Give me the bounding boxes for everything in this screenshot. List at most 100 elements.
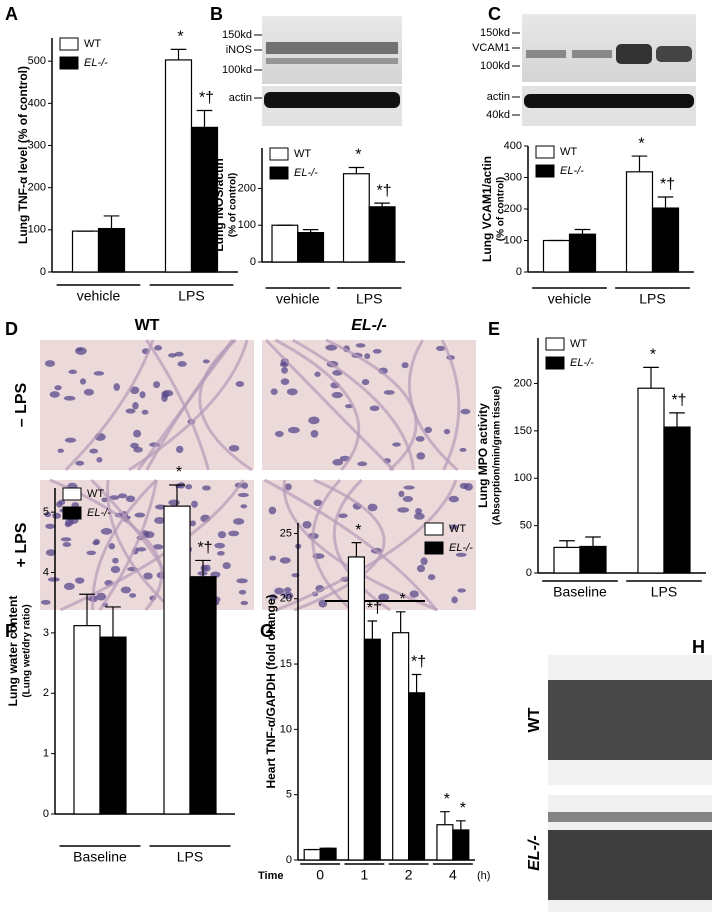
cell — [56, 501, 63, 508]
error-bar — [170, 48, 187, 60]
significance: *† — [367, 600, 382, 617]
cell — [274, 430, 284, 438]
septum — [291, 338, 415, 471]
y-tick-label: 0 — [250, 256, 256, 268]
cell — [409, 590, 419, 598]
y-tick-label: 500 — [28, 55, 46, 67]
y-tick-label: 200 — [504, 203, 522, 215]
cell — [455, 552, 467, 557]
cell — [235, 381, 245, 387]
cell — [75, 460, 85, 466]
cell — [54, 385, 62, 391]
cell — [345, 404, 354, 409]
cell — [139, 391, 146, 399]
error-bar — [374, 202, 390, 207]
bar — [342, 173, 370, 263]
cell — [427, 574, 436, 581]
cell — [134, 512, 146, 518]
row-label: + LPS — [13, 522, 30, 567]
significance: * — [460, 800, 466, 817]
cell — [302, 520, 312, 529]
significance: * — [355, 522, 361, 539]
error-bar — [395, 611, 406, 633]
bar — [651, 207, 680, 273]
cell — [222, 562, 231, 570]
cell — [202, 485, 211, 491]
bar — [347, 556, 365, 861]
cell — [129, 593, 137, 598]
cell — [269, 593, 277, 601]
significance: *† — [660, 176, 675, 193]
legend-label: EL-/- — [570, 357, 594, 369]
cell — [331, 391, 343, 399]
significance: *† — [197, 540, 212, 557]
significance: *† — [411, 654, 426, 671]
y-tick-label: 100 — [504, 234, 522, 246]
cell — [57, 448, 64, 453]
cell — [176, 445, 184, 454]
bar — [408, 692, 426, 861]
cell — [420, 557, 428, 566]
bar — [71, 230, 100, 273]
cell — [161, 393, 168, 402]
legend-label: EL-/- — [560, 165, 584, 177]
legend-swatch — [62, 487, 82, 501]
cell — [120, 586, 132, 594]
cell — [415, 508, 422, 515]
micrograph — [40, 340, 254, 470]
cell — [460, 408, 471, 415]
legend-label: WT — [560, 146, 577, 158]
cell — [325, 344, 338, 351]
legend-swatch — [424, 541, 444, 555]
y-tick-label: 300 — [28, 139, 46, 151]
bar — [542, 239, 571, 273]
septum — [282, 479, 439, 612]
septum — [263, 478, 438, 611]
bar — [303, 848, 321, 861]
cell — [424, 426, 433, 434]
y-tick-label: 100 — [514, 472, 532, 484]
legend-label: WT — [570, 338, 587, 350]
legend-swatch — [59, 37, 79, 51]
cell — [204, 564, 211, 572]
y-tick-label: 150 — [514, 425, 532, 437]
error-bar — [631, 155, 648, 172]
cell — [132, 402, 139, 410]
error-bar — [79, 593, 95, 626]
error-bar — [103, 215, 120, 229]
cell — [83, 388, 94, 396]
bar — [97, 227, 126, 273]
cell — [117, 493, 128, 499]
legend-swatch — [535, 145, 555, 159]
x-tick-label: LPS — [356, 291, 382, 307]
panel-letter: E — [488, 319, 500, 339]
y-tick-label: 200 — [238, 182, 256, 194]
error-bar — [195, 559, 211, 577]
cell — [133, 446, 143, 453]
legend-label: WT — [294, 148, 311, 160]
y-tick-label: 10 — [280, 723, 292, 735]
y-tick-label: 3 — [43, 627, 49, 639]
cell — [398, 490, 405, 498]
cell — [202, 359, 210, 364]
cell — [308, 416, 320, 425]
cell — [241, 482, 249, 489]
error-bar — [456, 820, 466, 830]
bar — [553, 546, 581, 574]
y-axis-label: Lung iNOS/actin — [212, 158, 226, 251]
cell — [100, 527, 113, 535]
legend-swatch — [545, 356, 565, 370]
cell — [402, 495, 414, 502]
cell — [332, 459, 344, 466]
legend-label: EL-/- — [294, 167, 318, 179]
y-axis-label: Lung TNF-α level (% of control) — [16, 66, 30, 244]
y-tick-label: 15 — [280, 658, 292, 670]
blot-marker: VCAM1 — [472, 42, 510, 54]
legend-swatch — [269, 166, 289, 180]
septum — [293, 478, 386, 612]
y-tick-label: 100 — [238, 219, 256, 231]
cell — [443, 428, 451, 435]
septum — [49, 478, 164, 612]
cell — [392, 442, 401, 447]
